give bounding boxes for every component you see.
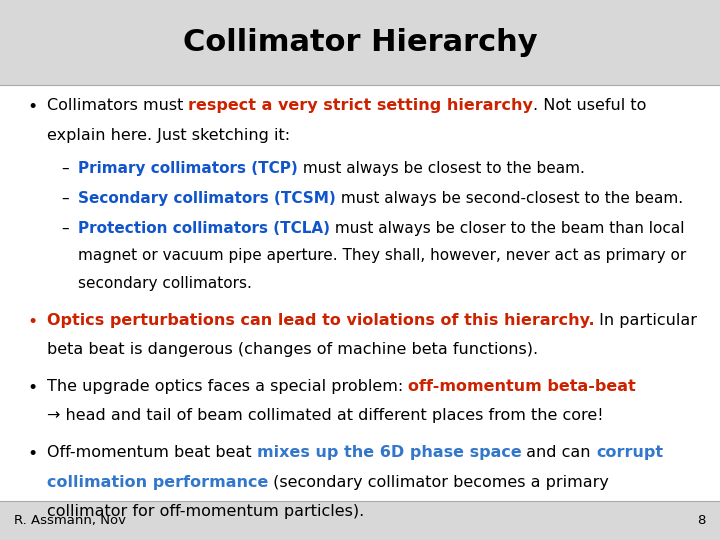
Text: → head and tail of beam collimated at different places from the core!: → head and tail of beam collimated at di… — [47, 408, 603, 423]
Text: must always be closer to the beam than local: must always be closer to the beam than l… — [330, 221, 684, 236]
Text: magnet or vacuum pipe aperture. They shall, however, never act as primary or: magnet or vacuum pipe aperture. They sha… — [78, 248, 686, 264]
Text: mixes up the 6D phase space: mixes up the 6D phase space — [256, 446, 521, 460]
Text: –: – — [61, 221, 69, 236]
Text: Collimator Hierarchy: Collimator Hierarchy — [183, 28, 537, 57]
Text: Off-momentum beat beat: Off-momentum beat beat — [47, 446, 256, 460]
Text: R. Assmann, Nov: R. Assmann, Nov — [14, 514, 127, 527]
Text: and can: and can — [521, 446, 596, 460]
Text: Optics perturbations can lead to violations of this hierarchy.: Optics perturbations can lead to violati… — [47, 313, 595, 328]
Text: •: • — [27, 313, 37, 330]
Text: must always be second-closest to the beam.: must always be second-closest to the bea… — [336, 191, 683, 206]
Text: off-momentum beta-beat: off-momentum beta-beat — [408, 379, 636, 394]
Text: Protection collimators (TCLA): Protection collimators (TCLA) — [78, 221, 330, 236]
Text: . Not useful to: . Not useful to — [534, 98, 647, 113]
Text: •: • — [27, 379, 37, 397]
Text: Primary collimators (TCP): Primary collimators (TCP) — [78, 161, 297, 176]
Text: respect a very strict setting hierarchy: respect a very strict setting hierarchy — [189, 98, 534, 113]
Text: Collimators must: Collimators must — [47, 98, 189, 113]
Bar — [0, 501, 720, 540]
Text: (secondary collimator becomes a primary: (secondary collimator becomes a primary — [268, 475, 609, 490]
Text: must always be closest to the beam.: must always be closest to the beam. — [297, 161, 585, 176]
Text: 8: 8 — [697, 514, 706, 527]
Text: collimator for off-momentum particles).: collimator for off-momentum particles). — [47, 504, 364, 519]
Bar — [0, 0, 720, 85]
Text: •: • — [27, 98, 37, 116]
Text: •: • — [27, 446, 37, 463]
Text: corrupt: corrupt — [596, 446, 663, 460]
Text: secondary collimators.: secondary collimators. — [78, 276, 251, 291]
Text: In particular: In particular — [595, 313, 698, 328]
Text: –: – — [61, 191, 69, 206]
Text: collimation performance: collimation performance — [47, 475, 268, 490]
Text: Secondary collimators (TCSM): Secondary collimators (TCSM) — [78, 191, 336, 206]
Text: explain here. Just sketching it:: explain here. Just sketching it: — [47, 128, 290, 143]
Text: –: – — [61, 161, 69, 176]
Text: The upgrade optics faces a special problem:: The upgrade optics faces a special probl… — [47, 379, 408, 394]
Text: beta beat is dangerous (changes of machine beta functions).: beta beat is dangerous (changes of machi… — [47, 342, 538, 357]
